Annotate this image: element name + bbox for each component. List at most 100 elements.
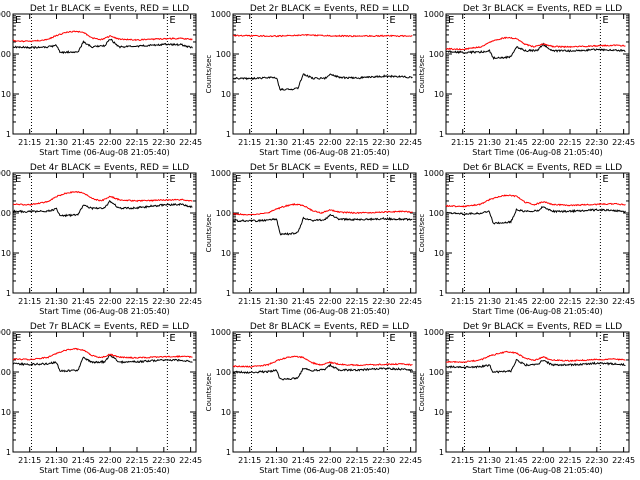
x-tick-label: 22:15 <box>125 456 148 465</box>
marker-label: E <box>15 333 21 344</box>
marker-label: E <box>389 174 395 185</box>
x-tick-label: 22:00 <box>532 297 555 306</box>
marker-label: E <box>169 15 175 26</box>
y-tick-label: 1000 <box>211 328 231 337</box>
y-tick-label: 1000 <box>211 169 231 178</box>
marker-label: E <box>169 174 175 185</box>
x-tick-label: 22:00 <box>99 297 122 306</box>
x-tick-label: 21:30 <box>45 297 68 306</box>
marker-label: E <box>448 333 454 344</box>
x-tick-label: 22:00 <box>319 138 342 147</box>
lld-series-line <box>12 347 193 361</box>
lld-series-line <box>445 36 626 51</box>
plot-frame <box>12 331 197 453</box>
x-tick-label: 21:30 <box>45 456 68 465</box>
x-tick-label: 22:15 <box>558 456 581 465</box>
plot-frame <box>232 13 417 135</box>
x-tick-label: 21:45 <box>72 456 95 465</box>
x-tick-label: 21:15 <box>238 456 261 465</box>
events-series-line <box>232 362 413 381</box>
x-tick-label: 21:30 <box>45 138 68 147</box>
marker-label: E <box>448 15 454 26</box>
x-tick-label: 22:00 <box>319 297 342 306</box>
panel-title: Det 4r BLACK = Events, RED = LLD <box>30 163 189 173</box>
events-series-line <box>445 42 626 60</box>
x-axis-label: Start Time (06-Aug-08 21:05:40) <box>472 307 603 316</box>
plot-frame <box>445 172 630 294</box>
lld-series-line <box>12 190 193 206</box>
x-tick-label: 22:45 <box>399 138 422 147</box>
x-axis-label: Start Time (06-Aug-08 21:05:40) <box>39 466 170 475</box>
x-tick-label: 21:15 <box>18 297 41 306</box>
events-series-line <box>12 200 193 218</box>
x-tick-label: 22:30 <box>585 297 608 306</box>
y-tick-label: 1 <box>439 289 444 298</box>
y-tick-label: 1000 <box>424 169 444 178</box>
x-tick-label: 21:45 <box>505 456 528 465</box>
x-tick-label: 22:45 <box>612 138 635 147</box>
x-tick-label: 21:15 <box>238 138 261 147</box>
x-tick-label: 22:30 <box>372 297 395 306</box>
y-tick-label: 1 <box>226 289 231 298</box>
y-tick-label: 10 <box>1 90 11 99</box>
x-tick-label: 22:00 <box>319 456 342 465</box>
panel-title: Det 2r BLACK = Events, RED = LLD <box>250 4 409 14</box>
lld-series-line <box>445 194 626 208</box>
y-tick-label: 10 <box>1 408 11 417</box>
x-axis-label: Start Time (06-Aug-08 21:05:40) <box>259 466 390 475</box>
x-tick-label: 22:15 <box>558 138 581 147</box>
y-tick-label: 1000 <box>0 169 11 178</box>
marker-label: E <box>235 174 241 185</box>
panel-title: Det 3r BLACK = Events, RED = LLD <box>463 4 622 14</box>
events-series-line <box>445 205 626 225</box>
x-tick-label: 22:00 <box>532 138 555 147</box>
x-tick-label: 21:45 <box>72 297 95 306</box>
marker-label: E <box>15 15 21 26</box>
y-tick-label: 1000 <box>0 10 11 19</box>
y-tick-label: 1 <box>226 130 231 139</box>
plot-frame <box>12 13 197 135</box>
x-tick-label: 21:15 <box>18 456 41 465</box>
x-tick-label: 21:15 <box>451 138 474 147</box>
x-tick-label: 21:45 <box>505 138 528 147</box>
marker-label: E <box>602 15 608 26</box>
x-tick-label: 22:15 <box>345 297 368 306</box>
plot-frame <box>445 331 630 453</box>
x-axis-label: Start Time (06-Aug-08 21:05:40) <box>39 307 170 316</box>
x-tick-label: 22:15 <box>125 297 148 306</box>
panel-title: Det 9r BLACK = Events, RED = LLD <box>463 322 622 332</box>
marker-label: E <box>235 15 241 26</box>
y-tick-label: 100 <box>216 50 231 59</box>
panel-title: Det 8r BLACK = Events, RED = LLD <box>250 322 409 332</box>
y-tick-label: 10 <box>434 90 444 99</box>
y-tick-label: 1 <box>226 448 231 457</box>
x-tick-label: 21:45 <box>505 297 528 306</box>
marker-label: E <box>169 333 175 344</box>
y-tick-label: 100 <box>429 209 444 218</box>
x-tick-label: 21:30 <box>265 297 288 306</box>
x-tick-label: 21:30 <box>478 297 501 306</box>
x-tick-label: 22:45 <box>179 297 202 306</box>
y-axis-label: Counts/sec <box>418 373 426 412</box>
events-series-line <box>12 38 193 55</box>
lld-series-line <box>12 30 193 43</box>
x-tick-label: 21:30 <box>478 456 501 465</box>
marker-label: E <box>15 174 21 185</box>
y-tick-label: 10 <box>434 249 444 258</box>
marker-label: E <box>389 333 395 344</box>
x-tick-label: 21:45 <box>72 138 95 147</box>
marker-label: E <box>235 333 241 344</box>
x-tick-label: 22:30 <box>152 456 175 465</box>
x-tick-label: 22:00 <box>99 138 122 147</box>
y-tick-label: 10 <box>221 249 231 258</box>
y-tick-label: 100 <box>216 368 231 377</box>
y-tick-label: 1000 <box>0 328 11 337</box>
plot-frame <box>12 172 197 294</box>
panel-det-7: Det 7r BLACK = Events, RED = LLDEE110100… <box>0 322 202 475</box>
lld-series-line <box>232 202 413 216</box>
x-tick-label: 22:45 <box>612 297 635 306</box>
x-axis-label: Start Time (06-Aug-08 21:05:40) <box>259 148 390 157</box>
x-tick-label: 21:15 <box>238 297 261 306</box>
